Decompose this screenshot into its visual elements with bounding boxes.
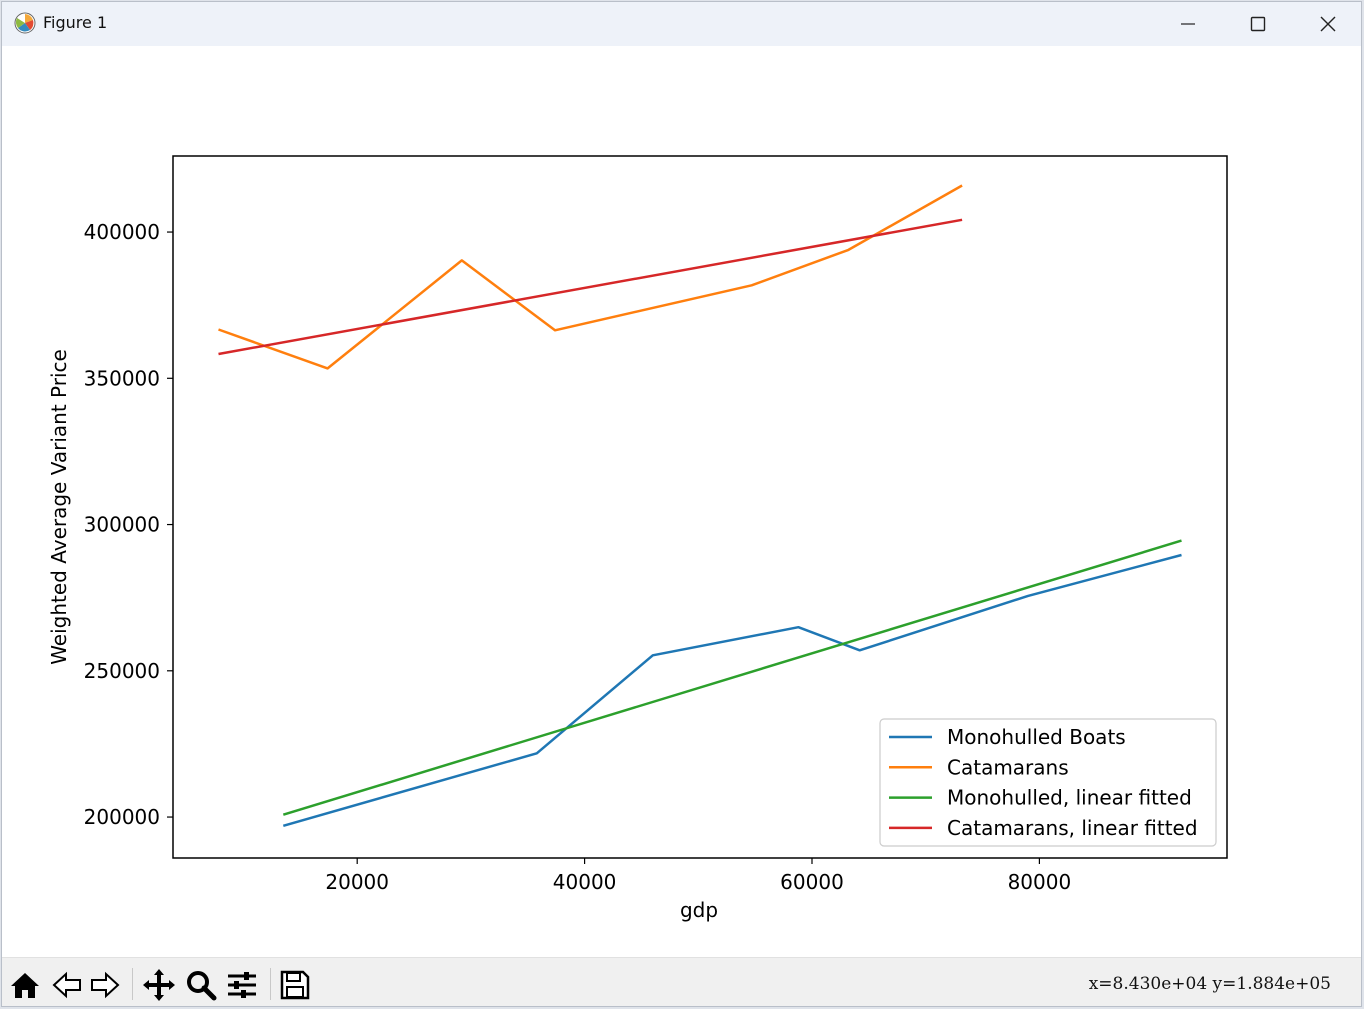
legend-label-2: Catamarans <box>947 755 1069 779</box>
series-line-1 <box>282 553 1182 828</box>
legend: Monohulled Boats Catamarans Monohulled, li… <box>879 718 1217 847</box>
back-arrow-icon <box>52 971 81 999</box>
forward-button[interactable] <box>86 966 124 1004</box>
series-line-4 <box>218 218 963 356</box>
y-tick-label: 350000 <box>84 366 160 390</box>
home-button[interactable] <box>6 966 44 1004</box>
title-bar[interactable]: Figure 1 <box>2 2 1361 46</box>
maximize-button[interactable] <box>1223 2 1293 46</box>
minimize-icon <box>1181 23 1195 25</box>
configure-subplots-button[interactable] <box>223 966 261 1004</box>
save-button[interactable] <box>276 966 314 1004</box>
navigation-toolbar: x=8.430e+04 y=1.884e+05 <box>2 957 1361 1006</box>
x-tick-label: 80000 <box>1008 870 1072 894</box>
matplotlib-logo-icon <box>14 12 36 34</box>
y-tick-label: 200000 <box>84 805 160 829</box>
maximize-icon <box>1250 16 1266 32</box>
zoom-magnifier-icon <box>187 971 217 1001</box>
back-button[interactable] <box>48 966 86 1004</box>
x-tick-label: 20000 <box>325 870 389 894</box>
y-axis-ticks: 200000 250000 300000 350000 400000 <box>84 220 173 829</box>
cursor-coordinates: x=8.430e+04 y=1.884e+05 <box>1088 974 1331 994</box>
configure-subplots-icon <box>228 972 256 998</box>
plot-frame <box>172 155 1228 859</box>
toolbar-separator <box>270 968 271 1000</box>
y-tick-label: 250000 <box>84 659 160 683</box>
home-icon <box>11 973 39 998</box>
x-axis-label: gdp <box>680 898 718 922</box>
forward-arrow-icon <box>91 971 120 999</box>
close-button[interactable] <box>1293 2 1361 46</box>
window-title: Figure 1 <box>43 13 108 32</box>
figure-canvas[interactable]: 20000 40000 60000 80000 200000 250000 300000 3… <box>2 46 1361 957</box>
x-tick-label: 60000 <box>780 870 844 894</box>
legend-label-1: Monohulled Boats <box>947 725 1126 749</box>
pan-button[interactable] <box>140 966 178 1004</box>
zoom-button[interactable] <box>182 966 220 1004</box>
y-tick-label: 300000 <box>84 513 160 537</box>
legend-label-3: Monohulled, linear fitted <box>947 786 1192 810</box>
minimize-button[interactable] <box>1153 2 1223 46</box>
y-tick-label: 400000 <box>84 220 160 244</box>
y-axis-label: Weighted Average Variant Price <box>47 349 71 665</box>
series-line-3 <box>282 539 1182 816</box>
close-icon <box>1320 16 1336 32</box>
series-line-2 <box>218 184 963 370</box>
x-tick-label: 40000 <box>553 870 617 894</box>
legend-label-4: Catamarans, linear fitted <box>947 816 1198 840</box>
line-chart: 20000 40000 60000 80000 200000 250000 300000 3… <box>47 155 1228 922</box>
save-floppy-icon <box>280 970 310 1000</box>
legend-box <box>879 718 1217 847</box>
x-axis-ticks: 20000 40000 60000 80000 <box>325 858 1071 894</box>
toolbar-separator <box>132 968 133 1000</box>
pan-move-icon <box>143 969 175 1001</box>
series-layer <box>218 184 1182 828</box>
